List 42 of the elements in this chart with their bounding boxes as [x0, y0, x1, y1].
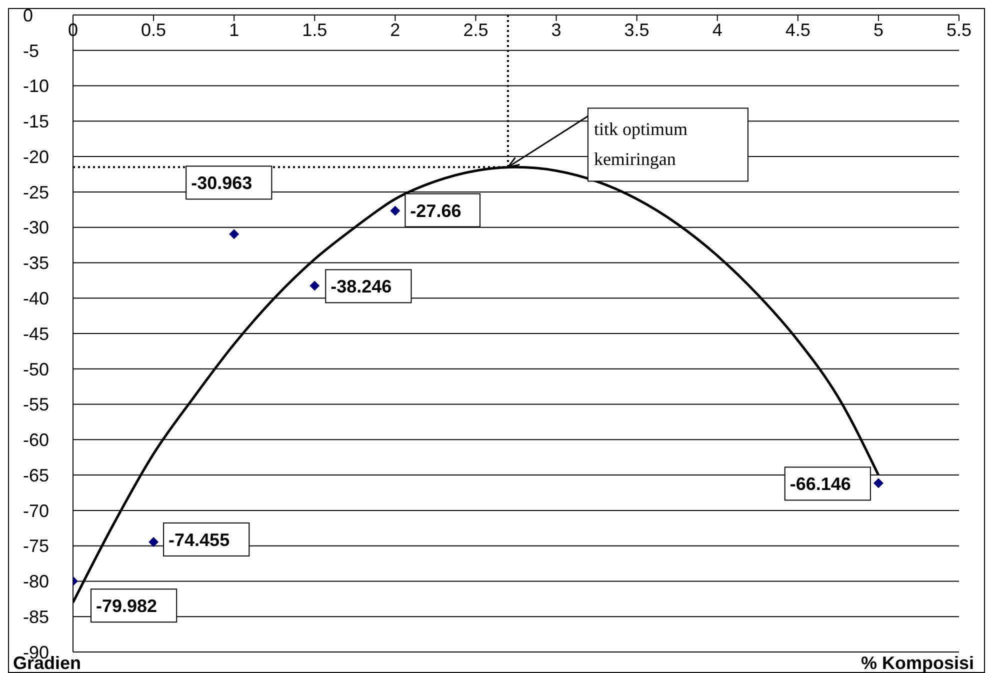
data-label: -30.963	[191, 173, 252, 194]
y-tick-label: -40	[23, 288, 50, 308]
x-tick-label: 3.5	[624, 20, 650, 40]
y-tick-label: -10	[23, 76, 50, 96]
point	[873, 478, 884, 488]
x-tick-label: 2.5	[463, 20, 488, 40]
data-label: -79.982	[96, 596, 158, 616]
y-tick-label: -20	[23, 146, 50, 167]
y-tick-label: -65	[23, 465, 50, 486]
data-label: -66.146	[790, 474, 851, 494]
y-tick-label: -25	[23, 182, 50, 202]
y-tick-label: -5	[23, 40, 40, 61]
y-tick-label: -15	[23, 112, 50, 132]
y-tick-label: -35	[23, 253, 50, 274]
x-tick-label: 5.5	[946, 20, 972, 40]
data-label: -38.246	[330, 276, 392, 297]
annotation: titk optimum kemiringan	[594, 119, 688, 170]
x-tick-label: 1	[229, 20, 240, 40]
y-tick-label: -45	[23, 324, 50, 344]
x-tick-label: 2	[390, 20, 400, 40]
x-tick-label: 4.5	[785, 20, 810, 40]
point	[390, 206, 400, 216]
point	[310, 280, 320, 291]
y-tick-label: -85	[23, 607, 50, 627]
y-tick-label: -75	[23, 536, 50, 556]
y-tick-label: -30	[23, 218, 50, 238]
x-tick-label: 5	[873, 20, 884, 40]
x-tick-label: 0.5	[141, 20, 166, 40]
y-tick-label: -60	[23, 430, 50, 450]
data-label: -27.66	[410, 200, 462, 221]
point	[229, 229, 240, 240]
point	[148, 536, 159, 547]
x-tick-label: 1.5	[302, 20, 328, 40]
y-tick-label: -70	[23, 500, 50, 521]
y-tick-label: -80	[23, 572, 50, 592]
y-tick-label: -55	[23, 394, 50, 415]
y-tick-label: 0	[23, 5, 34, 26]
x-axis-title: % Komposisi	[860, 653, 974, 673]
x-tick-label: 4	[712, 20, 722, 40]
data-label: -74.455	[168, 530, 230, 550]
x-tick-label: 3	[551, 20, 562, 40]
y-tick-label: -50	[23, 359, 50, 380]
